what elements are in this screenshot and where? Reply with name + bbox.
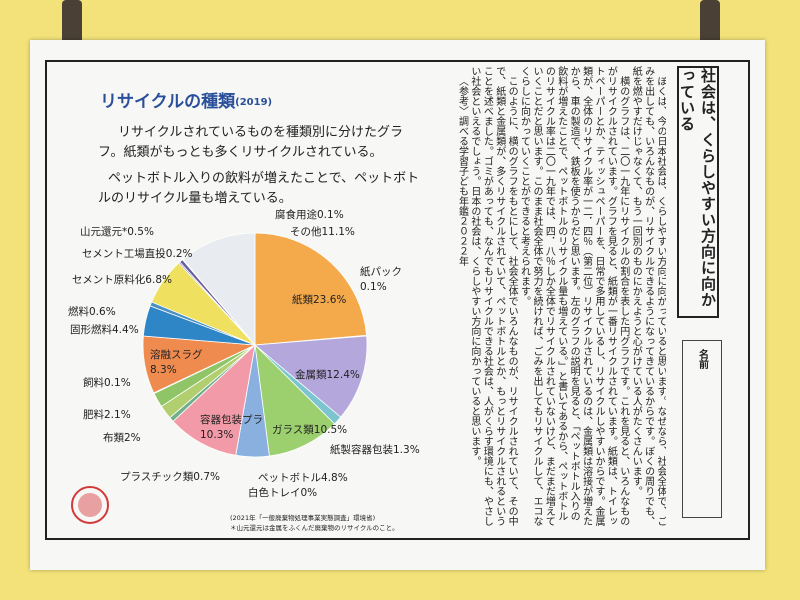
- value-label: 4.4%: [112, 324, 139, 336]
- essay-paragraph: このように、横のグラフをもとにして、社会全体でいろんなものが、リサイクルされてい…: [468, 66, 518, 526]
- pie-slice: [182, 232, 256, 347]
- category-label: 布類: [103, 432, 124, 444]
- value-label: 12.4%: [327, 369, 360, 381]
- value-label: 0%: [301, 487, 318, 499]
- value-label: 4.8%: [321, 472, 348, 484]
- category-label: 紙類: [292, 293, 313, 306]
- description: リサイクルされているものを種類別に分けたグラフ。紙類がもっとも多くリサイクルされ…: [98, 124, 403, 160]
- value-label: 0.7%: [193, 471, 220, 483]
- note: (2021年「一般廃棄物処理事業実態調査」環境省): [230, 513, 375, 522]
- pie-slice: [254, 343, 336, 457]
- essay-paragraph: 横のグラフは、二〇一九年にリサイクルの割合を表した円グラフです。これを見ると、い…: [518, 66, 629, 526]
- slice-label: セメント工場直投0.2%: [82, 247, 192, 260]
- note: ＊山元還元は金属をふくんだ廃棄物のリサイクルのこと。: [230, 523, 399, 532]
- essay-paragraph: ぼくは、今の日本社会は、くらしやすい方向に向かっていると思います。なぜなら、社会…: [630, 66, 666, 526]
- value-label: 23.6%: [313, 294, 346, 306]
- stamp: [78, 493, 102, 517]
- value-label: 10.5%: [314, 424, 347, 436]
- slice-label: 金属類12.4%: [295, 368, 360, 381]
- category-label: 固形燃料: [70, 323, 112, 336]
- slice-label: 肥料2.1%: [83, 408, 131, 421]
- pie-slice: [254, 232, 368, 346]
- value-label: 6.8%: [145, 274, 172, 286]
- slice-label: プラスチック類0.7%: [120, 471, 220, 483]
- value-label: 0.2%: [166, 248, 193, 260]
- value-label: 0.5%: [127, 226, 154, 238]
- slice-label: 飼料0.1%: [83, 376, 131, 389]
- slice-label: 紙製容器包装1.3%: [330, 443, 420, 456]
- category-label: 山元還元*: [80, 225, 127, 238]
- frame: [45, 60, 750, 540]
- pie-slice: [172, 343, 256, 456]
- category-label: 飼料: [83, 376, 104, 389]
- chart-title: リサイクルの種類(2019): [100, 91, 272, 112]
- description-line: フ。紙類がもっとも多くリサイクルされている。: [98, 144, 382, 160]
- slice-label: ペットボトル4.8%: [258, 472, 348, 484]
- category-label: 紙製容器包装: [330, 443, 393, 456]
- category-label: ペットボトル: [258, 472, 321, 484]
- category-label: その他: [290, 225, 322, 238]
- subtitle: (2019): [235, 97, 272, 108]
- essay-body: ぼくは、今の日本社会は、くらしやすい方向に向かっていると思います。なぜなら、社会…: [430, 66, 667, 528]
- value-label: 11.1%: [322, 226, 355, 238]
- essay-reference: 〈参考〉調べる学習子ども年鑑２０２２年: [456, 76, 468, 266]
- clip: [62, 0, 82, 45]
- category-label: 燃料: [68, 305, 89, 318]
- description-line: ペットボトル入りの飲料が増えたことで、ペットボト: [108, 170, 419, 186]
- description-line: ルのリサイクル量も増えている。: [98, 191, 292, 206]
- name-label: 名前: [696, 349, 708, 369]
- value-label: 2%: [124, 432, 141, 444]
- category-label: セメント工場直投: [82, 247, 166, 260]
- slice-label: 紙類23.6%: [292, 293, 346, 306]
- category-label: 肥料: [83, 408, 104, 421]
- category-label: セメント原料化: [72, 273, 146, 286]
- category-label: プラスチック類: [120, 471, 194, 483]
- category-label: 金属類: [295, 368, 327, 381]
- clip: [700, 0, 720, 45]
- category-label: ガラス類: [272, 424, 314, 436]
- category-label: 溶融スラグ: [150, 348, 203, 361]
- value-label: 2.1%: [104, 409, 131, 421]
- value-label: 0.6%: [89, 306, 116, 318]
- slice-label: 溶融スラグ 8.3%: [150, 348, 203, 376]
- slice-label: 紙パック 0.1%: [360, 265, 402, 293]
- slice-label: 白色トレイ0%: [248, 486, 317, 499]
- value-label: 0.1%: [360, 281, 387, 293]
- slice-label: セメント原料化6.8%: [72, 273, 172, 286]
- description-line: リサイクルされているものを種類別に分けたグラ: [118, 124, 403, 140]
- value-label: 8.3%: [150, 364, 177, 376]
- slice-label: 腐食用途0.1%: [275, 208, 344, 221]
- category-label: 紙パック: [360, 265, 402, 278]
- stamp: [71, 486, 109, 524]
- value-label: 0.1%: [104, 377, 131, 389]
- value-label: 10.3%: [200, 429, 233, 441]
- category-label: 白色トレイ: [248, 486, 301, 499]
- title: リサイクルの種類: [100, 91, 236, 112]
- essay-title: 社会は、くらしやすい方向に向かっている: [677, 66, 719, 318]
- value-label: 1.3%: [393, 444, 420, 456]
- category-label: 腐食用途: [275, 208, 317, 221]
- slice-label: 布類2%: [103, 432, 141, 444]
- slice-label: 燃料0.6%: [68, 305, 116, 318]
- slice-label: 固形燃料4.4%: [70, 323, 139, 336]
- value-label: 0.1%: [317, 209, 344, 221]
- slice-label: ガラス類10.5%: [272, 424, 347, 436]
- name-box: 名前: [682, 340, 722, 518]
- pie-slice: [253, 335, 368, 418]
- slice-label: 山元還元*0.5%: [80, 225, 154, 238]
- description: ペットボトル入りの飲料が増えたことで、ペットボトルのリサイクル量も増えている。: [98, 170, 419, 206]
- category-label: 容器包装プラ: [200, 413, 263, 426]
- slice-label: 容器包装プラ 10.3%: [200, 413, 263, 441]
- slice-label: その他11.1%: [290, 225, 355, 238]
